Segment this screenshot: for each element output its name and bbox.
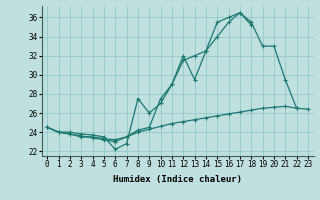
X-axis label: Humidex (Indice chaleur): Humidex (Indice chaleur) (113, 175, 242, 184)
